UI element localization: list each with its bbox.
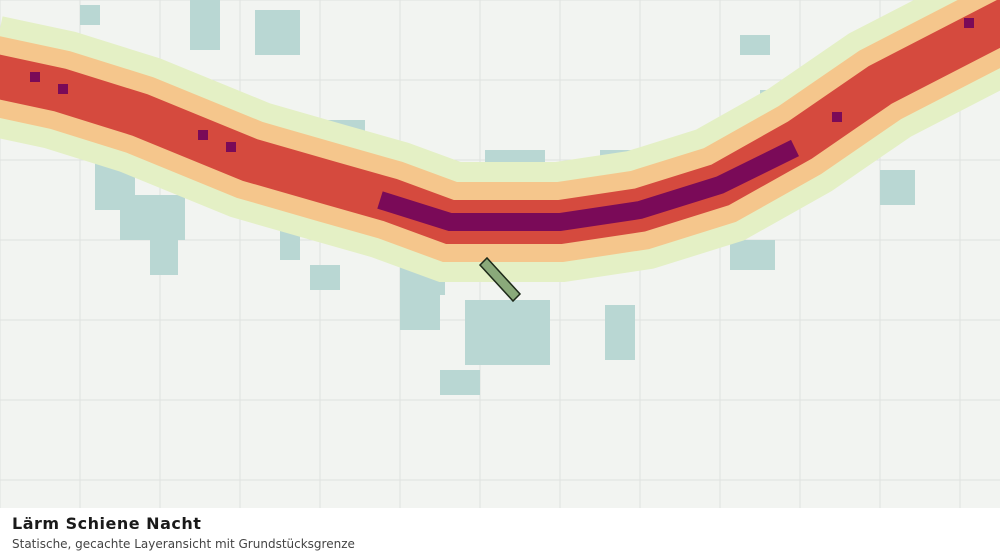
building (80, 5, 100, 25)
noise-cell (58, 84, 68, 94)
building (605, 305, 635, 360)
building (190, 0, 220, 50)
building (465, 300, 550, 365)
map-subtitle: Statische, gecachte Layeransicht mit Gru… (12, 537, 355, 551)
building (440, 370, 480, 395)
map (0, 0, 1000, 508)
noise-cell (964, 18, 974, 28)
building (400, 290, 440, 330)
building (120, 195, 185, 240)
caption: Lärm Schiene Nacht Statische, gecachte L… (0, 508, 1000, 560)
building (880, 170, 915, 205)
noise-cell (226, 142, 236, 152)
noise-cell (832, 112, 842, 122)
building (310, 265, 340, 290)
noise-cell (198, 130, 208, 140)
building (740, 35, 770, 55)
noise-band (377, 139, 799, 231)
map-title: Lärm Schiene Nacht (12, 514, 202, 533)
building (255, 10, 300, 55)
building (730, 240, 775, 270)
noise-cell (30, 72, 40, 82)
building (150, 240, 178, 275)
noise-layer (0, 0, 1000, 282)
parcel-boundary[interactable] (478, 256, 522, 303)
